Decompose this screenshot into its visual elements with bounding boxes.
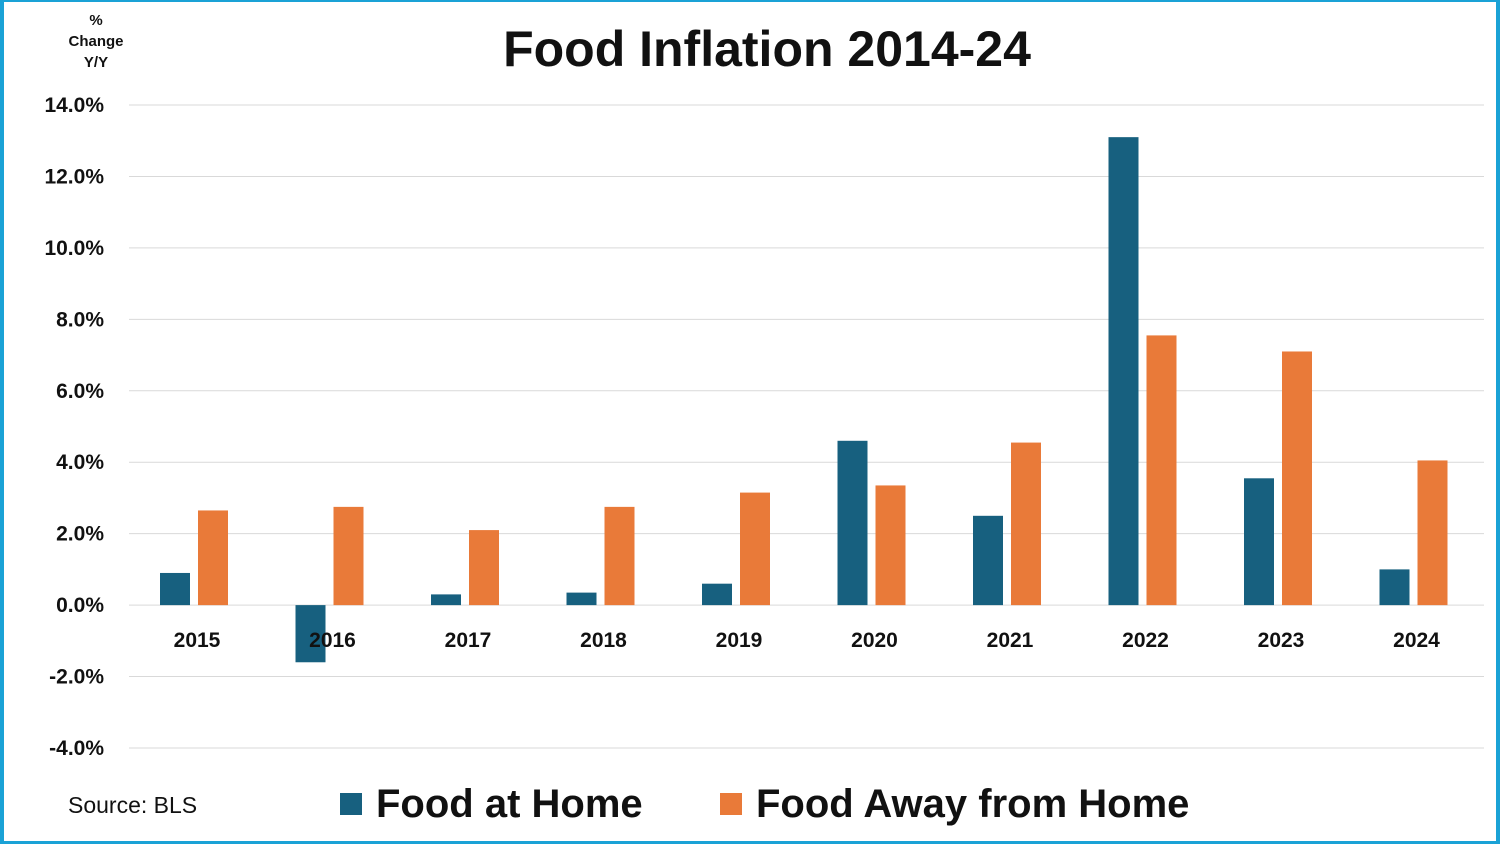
y-axis-unit-label: % Change Y/Y [56,10,136,73]
bar-food-away-from-home [1282,351,1312,606]
bar-food-away-from-home [875,485,906,606]
x-tick-label: 2021 [987,629,1034,652]
bar-food-at-home [702,583,732,606]
y-tick-label: 8.0% [56,308,104,331]
bar-food-away-from-home [740,492,770,606]
bar-food-away-from-home [604,506,635,606]
source-note: Source: BLS [68,792,198,818]
y-tick-label: 14.0% [44,94,104,117]
x-tick-label: 2020 [851,629,898,652]
bar-food-at-home [973,515,1003,606]
gridlines [129,104,1484,749]
unit-label-line-2: Change [68,33,124,50]
bar-food-at-home [566,592,597,606]
y-tick-label: 0.0% [56,594,104,617]
bar-food-at-home [837,440,868,606]
bar-food-away-from-home [469,530,499,606]
legend-swatch-food-away-from-home [720,793,742,815]
bar-food-away-from-home [1011,442,1041,606]
bar-chart: 14.0% 12.0% 10.0% 8.0% 6.0% 4.0% 2.0% 0.0% -2.0%… [44,94,1484,760]
y-tick-label: -4.0% [49,737,104,760]
y-tick-label: 12.0% [44,165,104,188]
bar-food-at-home [295,605,326,663]
x-tick-label: 2022 [1122,629,1169,652]
bar-food-away-from-home [1146,335,1177,606]
y-tick-label: 2.0% [56,523,104,546]
x-tick-label: 2017 [445,629,492,652]
legend-swatch-food-at-home [340,793,362,815]
bar-food-away-from-home [333,506,364,606]
chart-title: Food Inflation 2014-24 [503,21,1031,77]
x-tick-label: 2024 [1393,629,1440,652]
bar-food-at-home [1108,137,1139,606]
y-tick-label: 4.0% [56,451,104,474]
x-tick-label: 2019 [716,629,763,652]
bar-food-at-home [1379,569,1410,606]
x-tick-label: 2015 [174,629,221,652]
x-tick-label: 2023 [1258,629,1305,652]
legend-label-food-at-home: Food at Home [376,781,643,826]
legend-item-food-at-home: Food at Home [340,782,643,826]
y-axis-tick-labels: 14.0% 12.0% 10.0% 8.0% 6.0% 4.0% 2.0% 0.0% -2.0%… [44,94,104,760]
legend-item-food-away-from-home: Food Away from Home [720,782,1189,826]
bars [160,137,1448,663]
legend-label-food-away-from-home: Food Away from Home [756,781,1190,826]
bar-food-away-from-home [198,510,228,606]
bar-food-at-home [1244,478,1274,606]
bar-food-away-from-home [1417,460,1448,606]
y-tick-label: -2.0% [49,666,104,689]
bar-food-at-home [431,594,461,606]
unit-label-line-1: % [89,12,103,29]
y-tick-label: 10.0% [44,237,104,260]
y-tick-label: 6.0% [56,380,104,403]
unit-label-line-3: Y/Y [83,54,109,71]
bar-food-at-home [160,572,190,606]
x-tick-label: 2018 [580,629,627,652]
x-axis-tick-labels: 2015 2016 2017 2018 2019 2020 2021 2022 2023 2024 [174,629,1441,652]
x-tick-label: 2016 [309,629,356,652]
